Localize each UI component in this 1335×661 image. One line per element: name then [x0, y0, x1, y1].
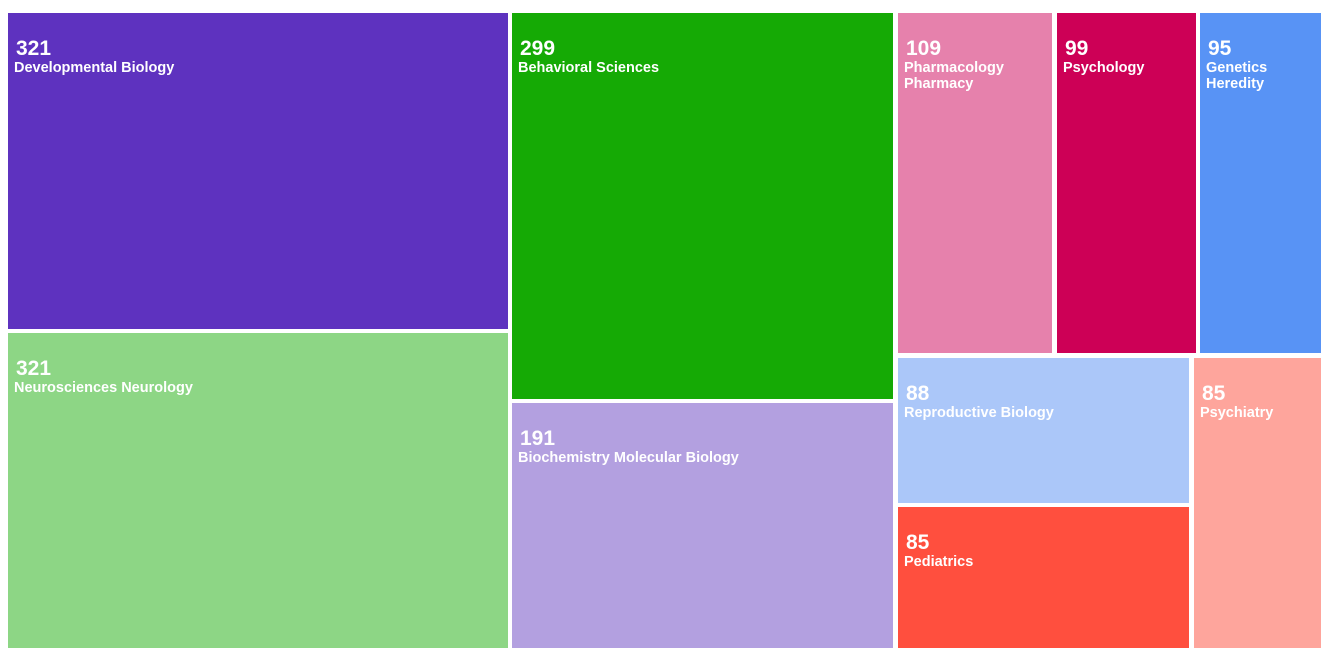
treemap-tile: 85 Psychiatry	[1194, 358, 1321, 648]
tile-value: 85	[1202, 382, 1226, 405]
treemap-tile: 109 Pharmacology Pharmacy	[898, 13, 1052, 353]
treemap-tile: 321 Developmental Biology	[8, 13, 508, 329]
tile-value: 299	[520, 37, 556, 60]
tile-value: 191	[520, 427, 556, 450]
tile-label: Developmental Biology	[14, 60, 175, 76]
tile-label: Psychiatry	[1200, 405, 1274, 421]
treemap-tile: 85 Pediatrics	[898, 507, 1189, 648]
treemap-tile: 299 Behavioral Sciences	[512, 13, 893, 399]
tile-label: Biochemistry Molecular Biology	[518, 450, 739, 466]
treemap-tile: 321 Neurosciences Neurology	[8, 333, 508, 648]
tile-label: Psychology	[1063, 60, 1145, 76]
tile-value: 88	[906, 382, 930, 405]
tile-value: 109	[906, 37, 942, 60]
treemap-tile: 95 Genetics Heredity	[1200, 13, 1321, 353]
tile-label: Reproductive Biology	[904, 405, 1054, 421]
tile-label: Pharmacology Pharmacy	[904, 60, 1004, 92]
treemap-tile: 191 Biochemistry Molecular Biology	[512, 403, 893, 648]
treemap-tile: 88 Reproductive Biology	[898, 358, 1189, 503]
tile-label: Pediatrics	[904, 554, 974, 570]
tile-label: Genetics Heredity	[1206, 60, 1268, 92]
tile-value: 321	[16, 357, 52, 380]
tile-label: Behavioral Sciences	[518, 60, 660, 76]
tile-value: 95	[1208, 37, 1232, 60]
tile-label: Neurosciences Neurology	[14, 380, 193, 396]
treemap-tile: 99 Psychology	[1057, 13, 1196, 353]
tile-value: 321	[16, 37, 52, 60]
tile-value: 85	[906, 531, 930, 554]
tile-value: 99	[1065, 37, 1089, 60]
